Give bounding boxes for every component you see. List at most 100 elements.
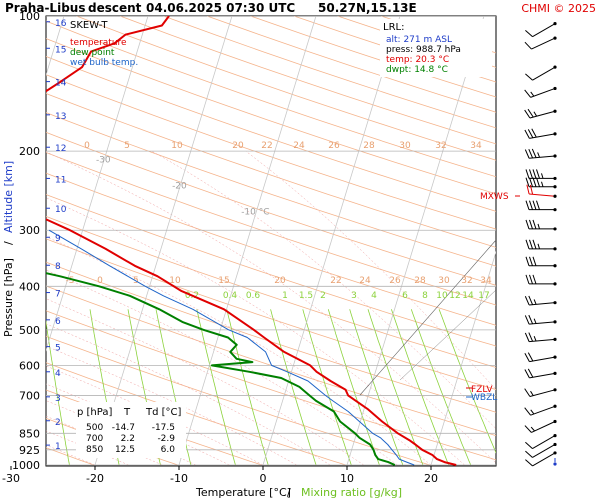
- wind-barb: [525, 274, 557, 286]
- dry-adiabat-label: 32: [435, 141, 446, 151]
- table-cell: 6.0: [161, 445, 176, 455]
- dry-adiabat-label: 24: [293, 141, 305, 151]
- wind-barb: [524, 128, 557, 139]
- level-table: p [hPa] T Td [°C] 500 -14.7 -17.5 700 2.…: [76, 402, 186, 458]
- marker-fzlv: FZLV: [471, 385, 493, 395]
- wind-barb-station-dot: [553, 337, 557, 341]
- wind-barb: [525, 177, 557, 189]
- wind-barb-staff: [529, 155, 556, 159]
- wind-barb-station-dot: [553, 404, 557, 408]
- lrl-temp: temp: 20.3 °C: [386, 55, 449, 65]
- wind-barb-station-dot: [553, 355, 557, 359]
- isotherms: [46, 16, 496, 466]
- altitude-tick-label: 9: [55, 234, 61, 244]
- dry-adiabat-label: 34: [480, 276, 492, 286]
- dry-adiabat-label: 28: [414, 276, 426, 286]
- temperature-tick-label: 0: [260, 472, 267, 485]
- wind-barb-staff: [529, 133, 556, 139]
- wind-barb-feather: [541, 173, 544, 179]
- wind-barb-station-dot: [553, 388, 557, 392]
- wind-barb-feather: [525, 441, 533, 449]
- mixing-ratio-label: 17: [478, 291, 489, 301]
- wind-barb-feather: [525, 274, 530, 285]
- dry-adiabat-line: [46, 56, 496, 212]
- wind-barb-feather: [532, 177, 537, 187]
- pressure-tick-label: 500: [19, 324, 40, 337]
- pressure-tick-label: 200: [19, 145, 40, 158]
- wind-barb-station-dot: [553, 419, 557, 424]
- wind-barb-feather: [524, 388, 531, 397]
- wind-barb-feather: [537, 223, 540, 230]
- y-axis-label-sep: /: [2, 241, 15, 245]
- mixing-ratio-label: 1: [282, 291, 288, 301]
- wind-barb-feather: [528, 314, 534, 325]
- wind-barb: [525, 65, 557, 81]
- isotherm-label: -20: [172, 181, 187, 191]
- mixing-ratio-line: [349, 309, 404, 466]
- wind-barb-feather: [529, 200, 533, 210]
- dry-adiabat-label: 30: [399, 141, 411, 151]
- mixing-ratio-line: [302, 309, 352, 466]
- wind-barb-staff: [529, 338, 556, 343]
- mixing-ratio-label: 1.5: [299, 291, 313, 301]
- series-line-temperature: [46, 16, 457, 466]
- wind-barb-feather: [525, 239, 530, 249]
- profile-series: [46, 16, 457, 466]
- wind-barb-feather: [529, 219, 533, 230]
- mixing-ratio-line: [367, 309, 424, 466]
- mixing-ratio-label: 0.6: [246, 291, 261, 301]
- y-axis-title: Pressure [hPa] / Altitude [km]: [2, 161, 15, 337]
- isotherm-line: [46, 16, 149, 352]
- wind-barb-station-dot: [553, 36, 557, 40]
- wind-barb-station-dot: [553, 208, 557, 212]
- series-line-wet-bulb-temp: [48, 229, 415, 466]
- wind-barb-feather: [524, 425, 532, 433]
- dry-adiabat-label: 0: [84, 141, 90, 151]
- pressure-tick-label: 700: [19, 389, 40, 402]
- wind-barb-feather: [526, 184, 530, 195]
- wind-barb: [524, 314, 557, 325]
- wind-barb-feather: [533, 335, 537, 342]
- dry-adiabat-line: [0, 16, 10, 465]
- pressure-tick-label: 300: [19, 224, 40, 237]
- wind-barb-feather: [524, 332, 530, 342]
- wind-barb-station-dot: [553, 65, 557, 69]
- wind-barb-feather: [527, 368, 534, 378]
- wind-barb-feather: [536, 200, 540, 210]
- plot-area: [45, 15, 497, 467]
- wind-barb-feather: [531, 148, 537, 158]
- wind-barb-feather: [527, 108, 534, 118]
- wind-barb-feather: [527, 129, 534, 138]
- mixing-ratio-label: 10: [436, 291, 448, 301]
- wind-barb-station-dot: [553, 264, 557, 268]
- wind-barb-feather: [524, 41, 532, 50]
- dry-adiabat-line: [46, 93, 496, 248]
- wind-barb: [524, 295, 557, 306]
- wind-barb-feather: [525, 450, 533, 458]
- wind-barb-feather: [524, 315, 530, 325]
- wind-barb-feather: [529, 256, 533, 266]
- wind-barb-feather: [530, 91, 535, 97]
- dry-adiabat-label: 20: [232, 141, 244, 151]
- wind-barb-station-dot: [553, 301, 557, 305]
- temperature-tick-label: 10: [340, 472, 354, 485]
- dry-adiabat-line: [46, 74, 496, 230]
- wind-barb-feather: [532, 256, 537, 266]
- temperature-ticks: -30 -20 -10 0 10 20: [2, 466, 438, 485]
- wind-barb-staff: [532, 452, 556, 467]
- wind-barb-staff: [529, 193, 556, 197]
- wind-barb-feather: [525, 219, 530, 230]
- mixing-ratio-label: 12: [449, 291, 460, 301]
- altitude-tick-label: 7: [55, 290, 61, 300]
- wind-barb: [524, 332, 557, 343]
- dry-adiabat-label: 24: [359, 276, 371, 286]
- dry-adiabat-label: 22: [261, 141, 272, 151]
- table-header-p: p [hPa]: [77, 407, 112, 418]
- y-axis-label-altitude: Altitude [km]: [2, 161, 15, 233]
- wind-barb-feather: [524, 407, 531, 416]
- pressure-tick-label: 600: [19, 359, 40, 372]
- wind-barb-staff: [532, 23, 556, 38]
- mixing-ratio-label: 8: [422, 291, 428, 301]
- isotherm-label: -10 °C: [241, 208, 269, 218]
